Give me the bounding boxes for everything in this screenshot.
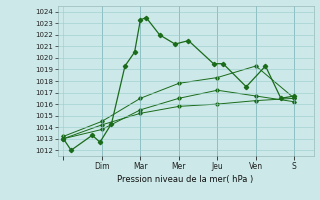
- X-axis label: Pression niveau de la mer( hPa ): Pression niveau de la mer( hPa ): [117, 175, 254, 184]
